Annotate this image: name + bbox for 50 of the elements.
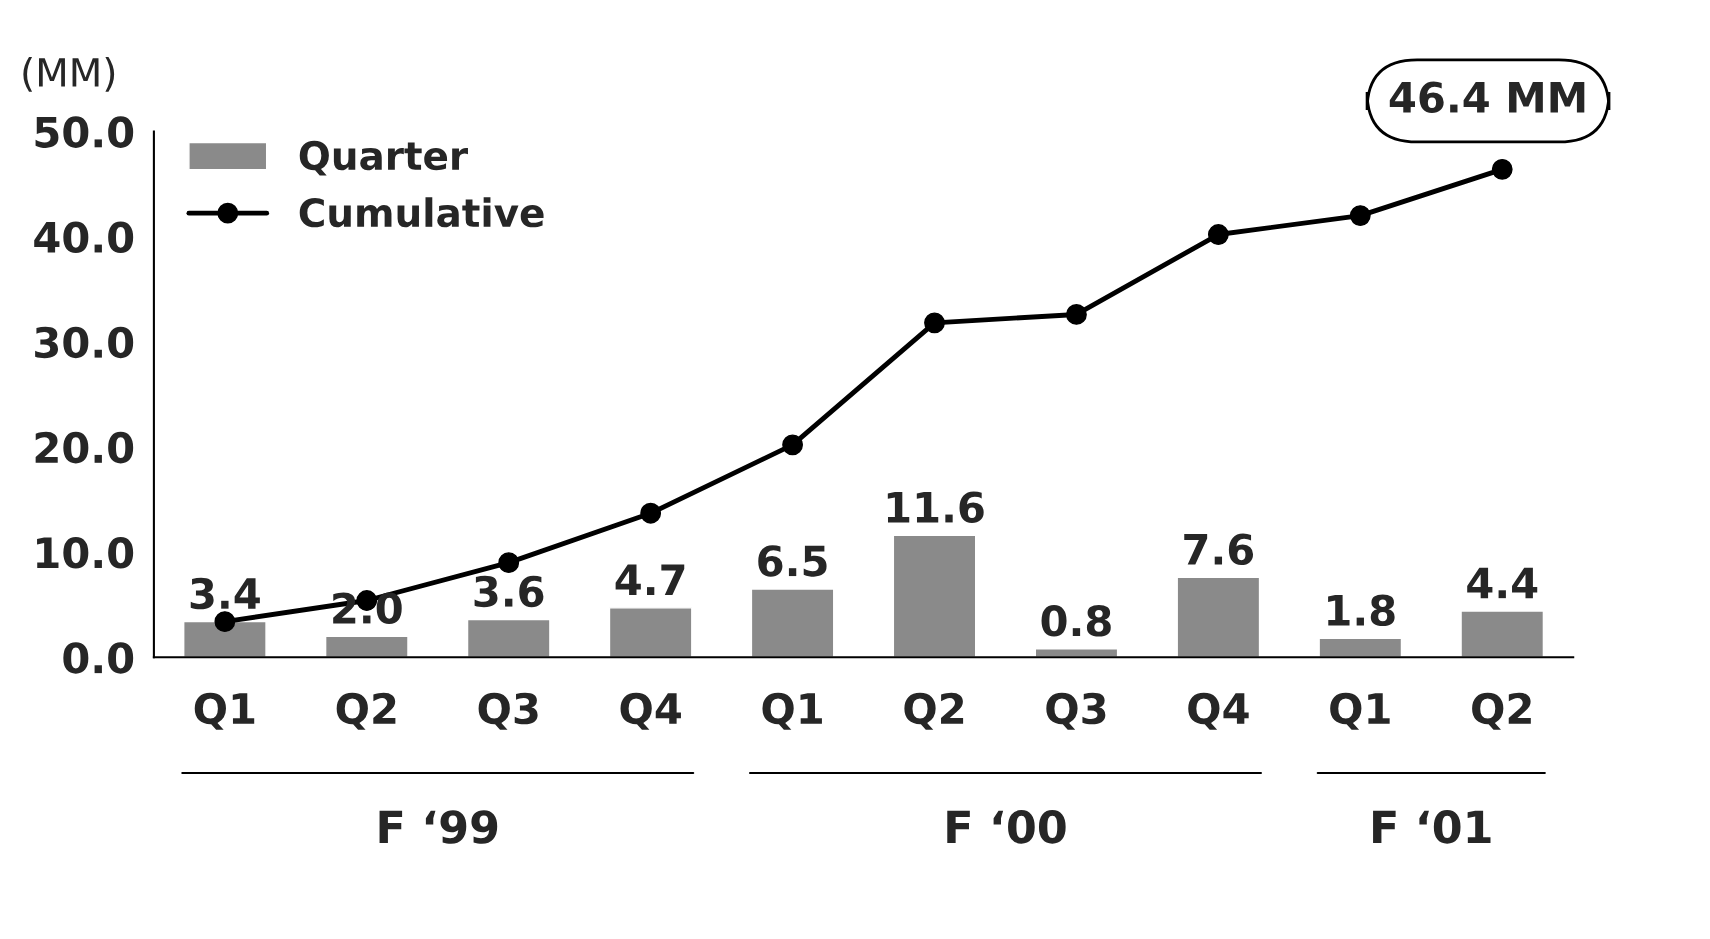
bar [892, 534, 977, 658]
legend-label: Quarter [299, 140, 468, 176]
bar [1460, 610, 1545, 658]
data-label: 4.7 [615, 564, 685, 595]
x-tick-label: Q1 [1330, 692, 1390, 730]
bar [183, 620, 267, 658]
point [1491, 158, 1513, 180]
bar [608, 607, 693, 658]
x-tick-label: Q3 [478, 692, 538, 730]
y-axis-title: (MM) [23, 57, 115, 92]
point [1066, 304, 1087, 325]
x-tick-label: Q4 [1188, 692, 1249, 730]
text: F ‘00 [947, 810, 1066, 844]
x-tick-label: Q3 [1046, 692, 1106, 730]
point [214, 611, 236, 632]
data-label: 1.8 [1328, 594, 1395, 627]
y-tick-label: 20.0 [35, 431, 134, 464]
y-tick-label: 50.0 [35, 116, 134, 148]
point [1349, 205, 1371, 227]
x-tick-label: Q2 [904, 692, 964, 730]
data-label: 6.5 [758, 545, 827, 577]
bar [750, 588, 835, 658]
point [498, 552, 520, 574]
point [1207, 224, 1229, 245]
x-tick-label: Q1 [194, 692, 255, 730]
x-tick-label: Q2 [1472, 692, 1531, 730]
legend-label: Cumulative [299, 197, 544, 228]
data-label: 4.4 [1467, 567, 1538, 599]
text: 46.4 MM [1389, 81, 1585, 114]
data-label: 7.6 [1184, 533, 1254, 566]
bar [466, 618, 551, 658]
data-label: 11.6 [887, 491, 984, 524]
data-label: 3.6 [474, 575, 544, 608]
bar [1176, 576, 1261, 658]
y-tick-label: 10.0 [37, 537, 134, 569]
y-tick-label: 0.0 [63, 642, 134, 674]
text: F ‘99 [379, 810, 498, 844]
x-tick-label: Q1 [762, 692, 822, 730]
data-label: 0.8 [1041, 605, 1111, 637]
x-tick-label: Q4 [620, 692, 681, 730]
y-tick-label: 30.0 [35, 326, 134, 359]
point [640, 502, 662, 524]
bar [1318, 637, 1403, 658]
y-tick-label: 40.0 [34, 221, 134, 254]
text: F ‘01 [1373, 810, 1491, 844]
x-tick-label: Q2 [336, 692, 396, 730]
data-label: 3.4 [190, 577, 260, 610]
point [782, 434, 804, 456]
point [924, 312, 945, 334]
bar [324, 635, 409, 658]
